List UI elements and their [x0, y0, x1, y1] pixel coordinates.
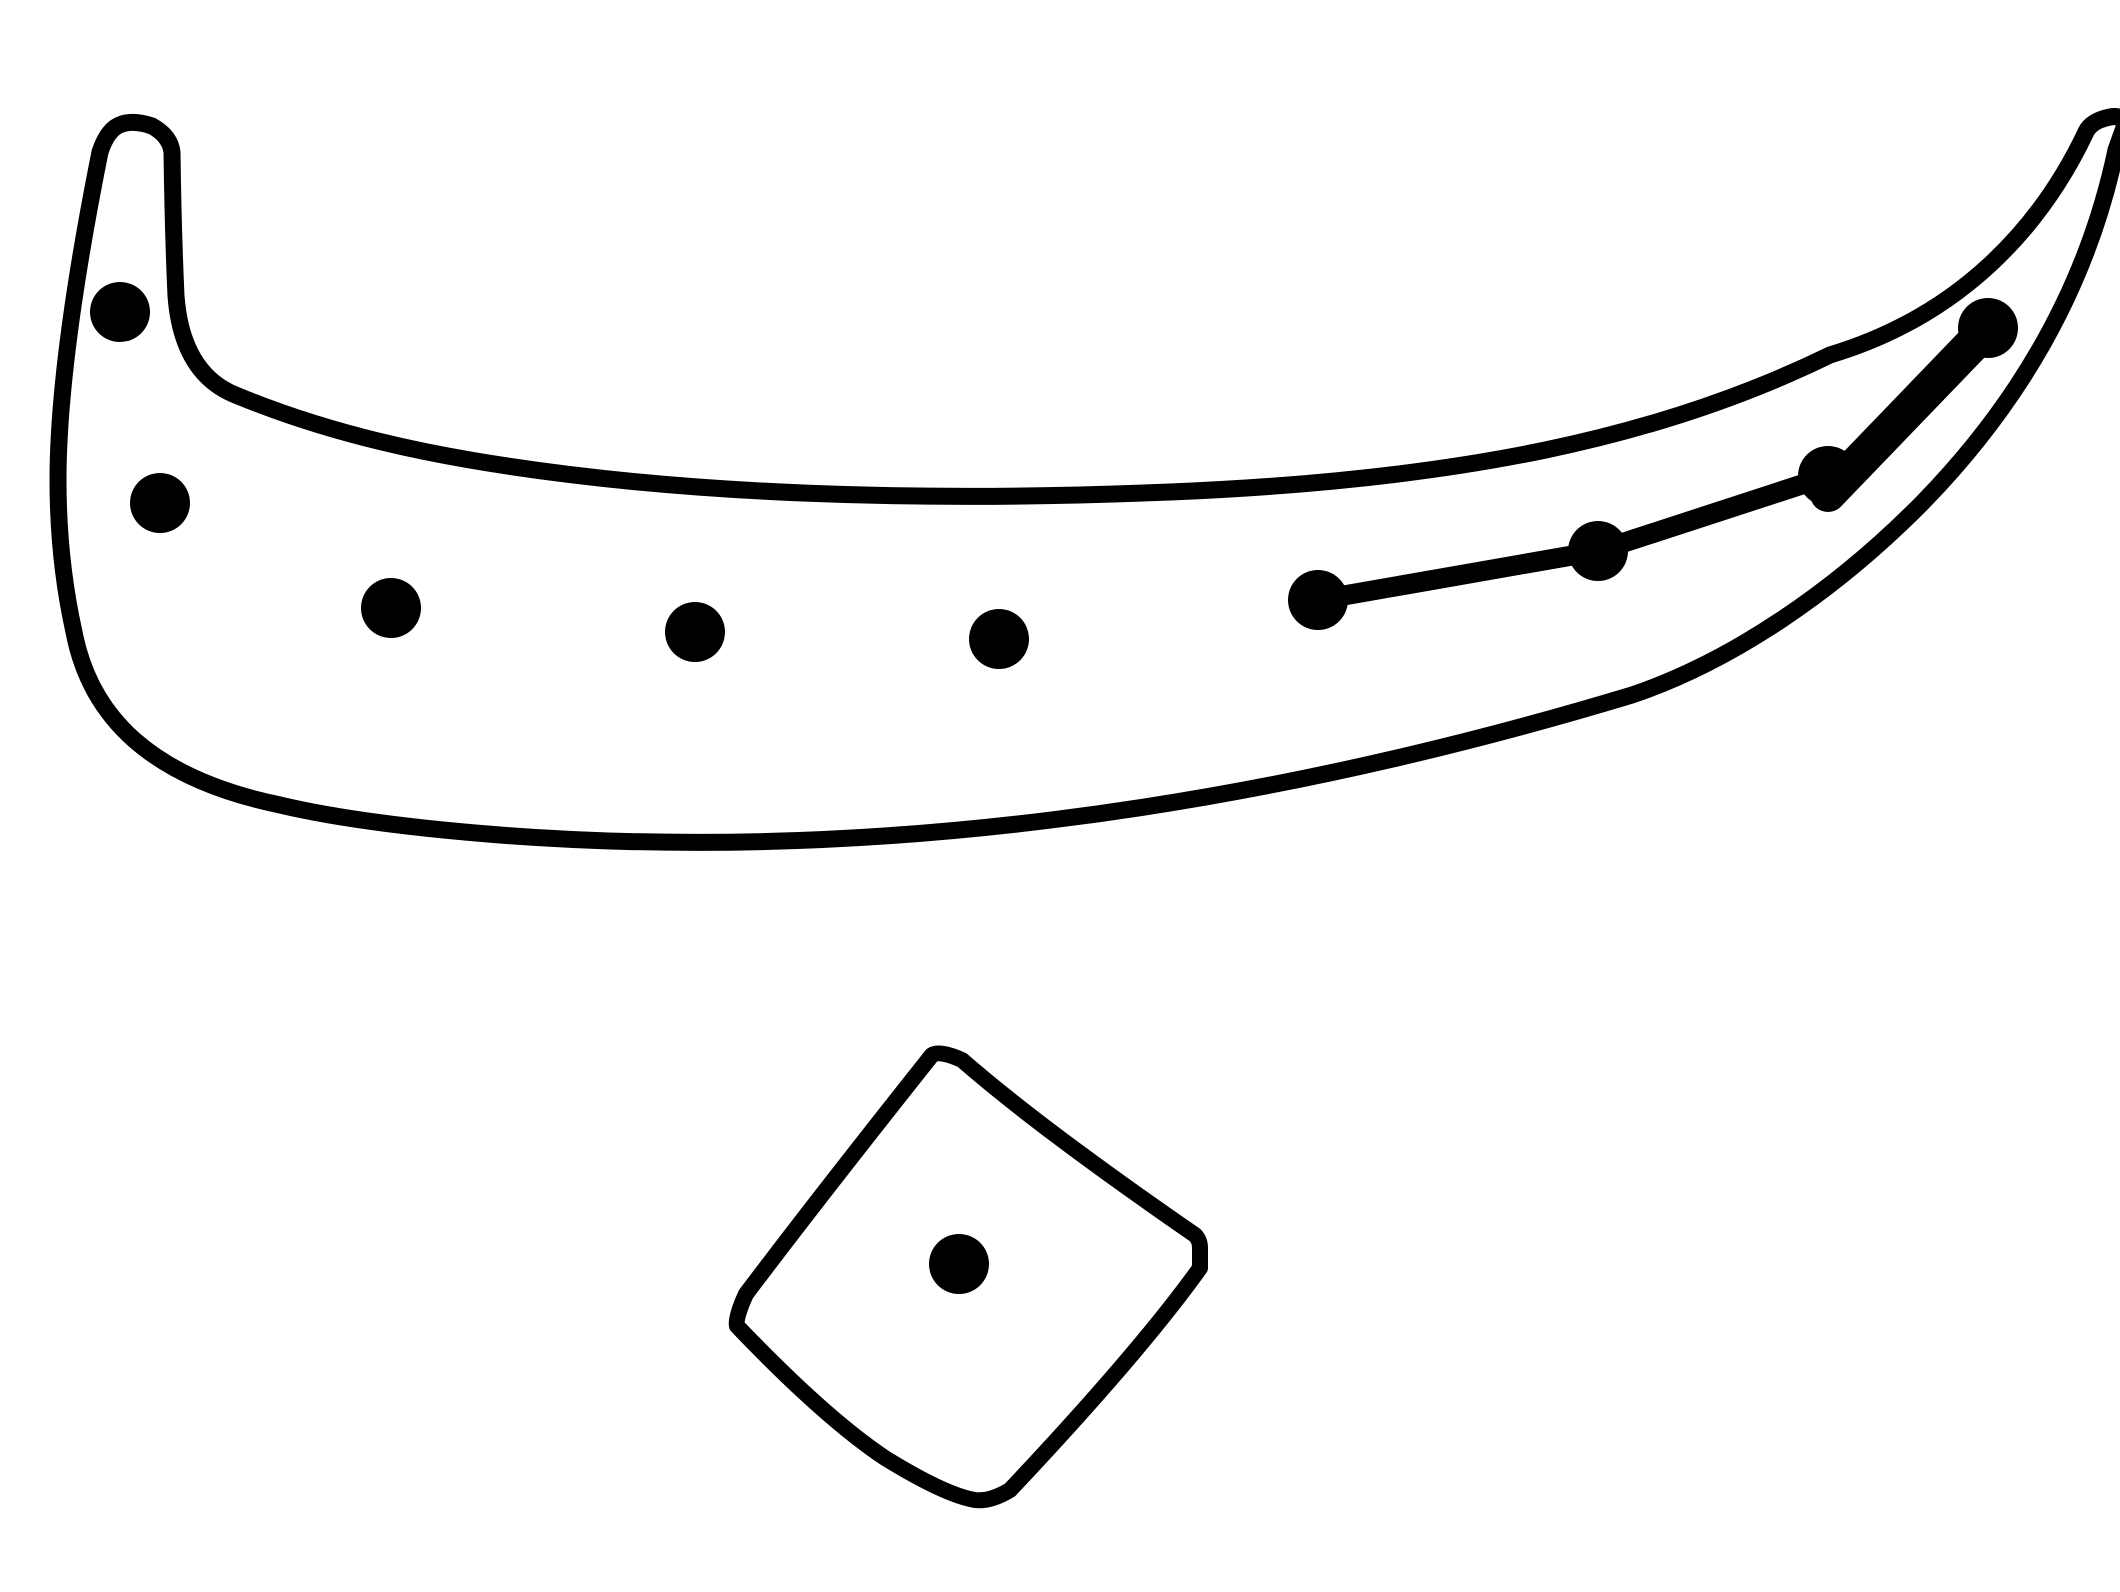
- dot: [361, 578, 421, 638]
- dot: [1798, 446, 1858, 506]
- curved-band-shape: [49, 108, 2120, 851]
- dot: [1568, 521, 1628, 581]
- dot: [1288, 570, 1348, 630]
- rounded-quadrilateral-shape: [728, 1045, 1208, 1509]
- dot: [130, 473, 190, 533]
- dot: [969, 609, 1029, 669]
- dot: [929, 1234, 989, 1294]
- connector-segment-2: [1588, 466, 1838, 561]
- dot: [665, 602, 725, 662]
- dot: [90, 282, 150, 342]
- dot: [1958, 298, 2018, 358]
- connector-segment-1: [1308, 541, 1608, 610]
